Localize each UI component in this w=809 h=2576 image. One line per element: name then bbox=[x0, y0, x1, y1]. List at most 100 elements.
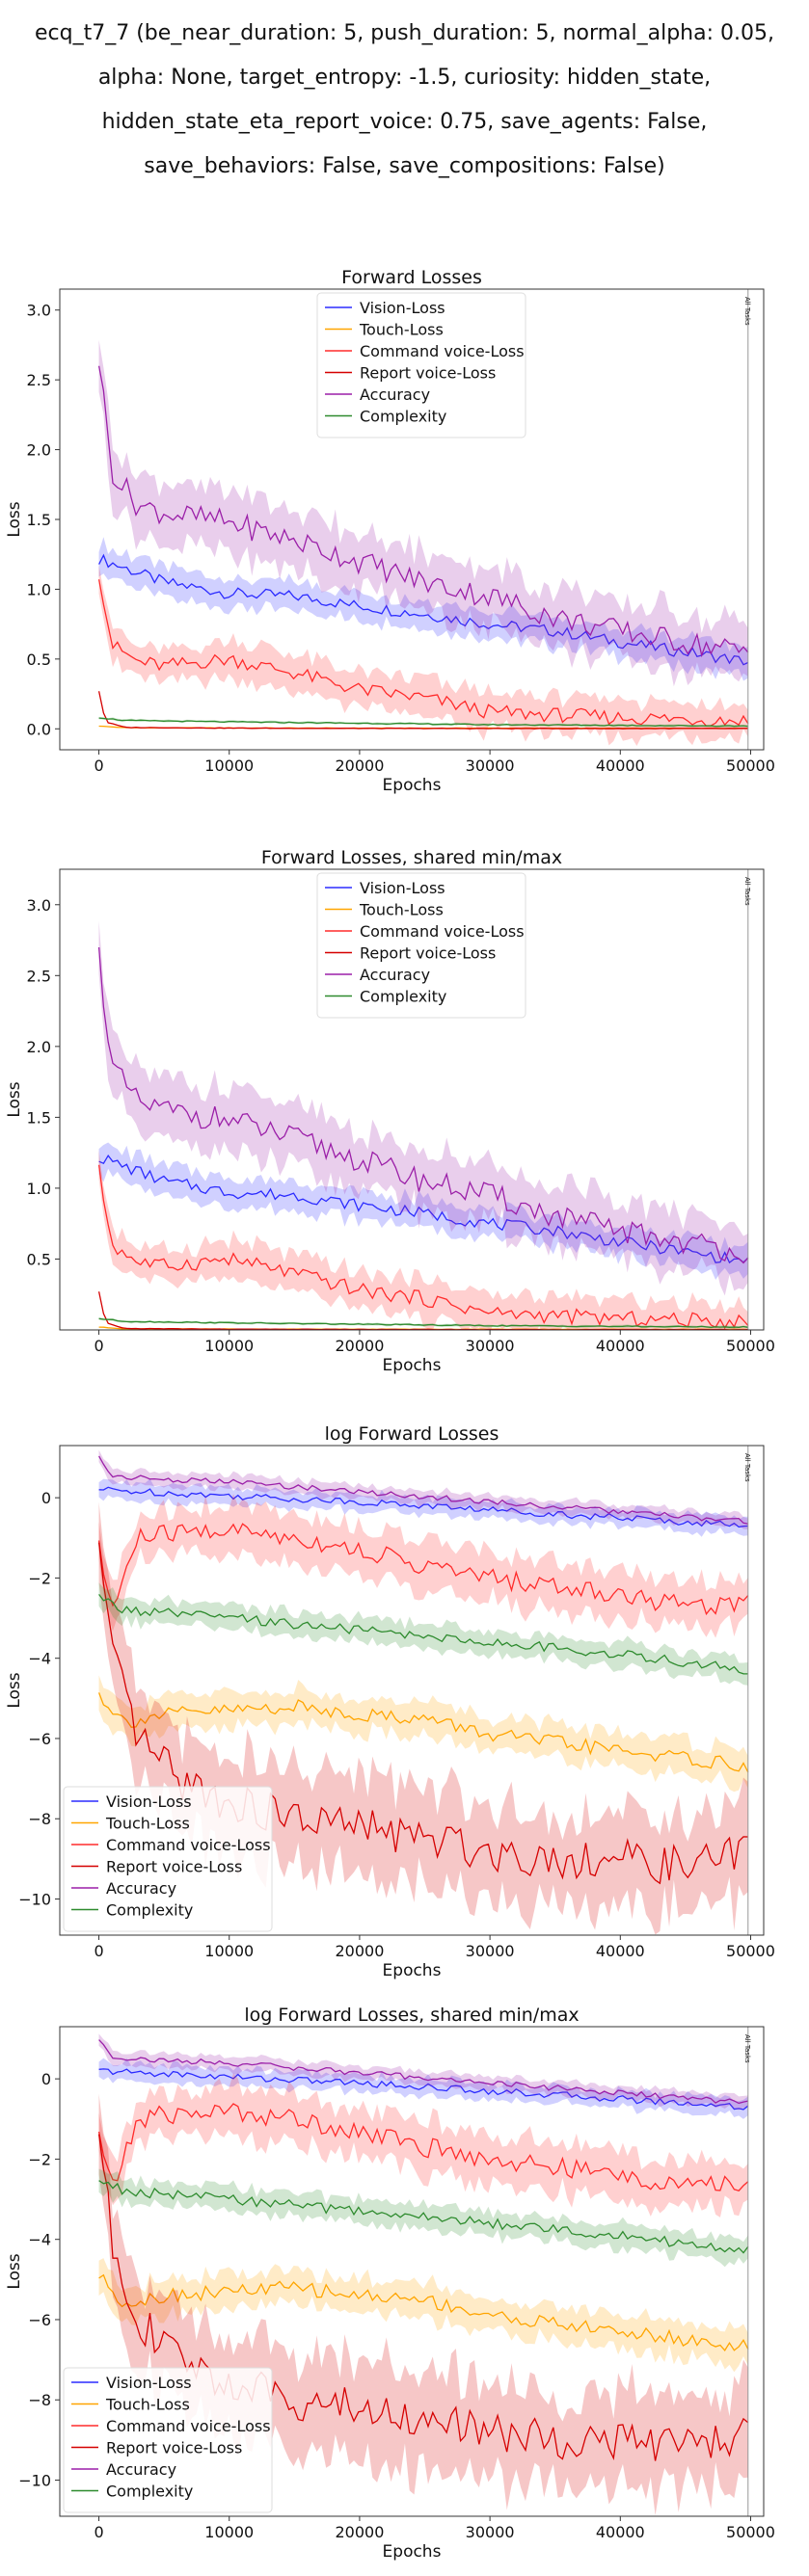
x-tick-label: 0 bbox=[94, 1337, 103, 1355]
axes-frame bbox=[59, 1445, 765, 1936]
y-tick-label: 2.0 bbox=[27, 441, 51, 460]
legend-label-touch-loss: Touch-Loss bbox=[105, 1815, 190, 1833]
legend-label-accuracy: Accuracy bbox=[106, 2460, 176, 2479]
figure-title: ecq_t7_7 (be_near_duration: 5, push_dura… bbox=[0, 0, 809, 199]
series-line-command-voice-loss bbox=[97, 1523, 749, 1616]
y-axis-label: Loss bbox=[5, 501, 24, 537]
x-tick-label: 50000 bbox=[726, 1942, 775, 1960]
legend-label-complexity: Complexity bbox=[360, 408, 446, 426]
x-tick-label: 50000 bbox=[726, 1337, 775, 1355]
series-band-complexity bbox=[98, 2168, 748, 2268]
y-tick-label: 0.5 bbox=[27, 1250, 51, 1268]
legend-box bbox=[316, 872, 526, 1019]
x-tick-label: 20000 bbox=[335, 2523, 384, 2541]
y-tick-label: 1.5 bbox=[27, 511, 51, 529]
series-line-report-voice-loss bbox=[97, 2134, 749, 2461]
plot-area bbox=[97, 920, 749, 1330]
x-tick-label: 40000 bbox=[596, 757, 645, 775]
y-tick-label: −4 bbox=[28, 2231, 51, 2249]
x-axis-label: Epochs bbox=[383, 1961, 442, 1980]
series-line-vision-loss bbox=[98, 1486, 748, 1528]
y-tick-label: 0 bbox=[41, 2070, 51, 2088]
task-marker-label: All Tasks bbox=[743, 2034, 751, 2063]
legend-label-complexity: Complexity bbox=[106, 2483, 193, 2501]
x-tick-label: 40000 bbox=[596, 1942, 645, 1960]
y-tick-label: 0.5 bbox=[27, 651, 51, 669]
series-line-vision-loss bbox=[98, 553, 749, 666]
x-tick-label: 0 bbox=[94, 757, 103, 775]
x-axis-label: Epochs bbox=[383, 2542, 442, 2562]
y-axis-label: Loss bbox=[5, 1081, 24, 1117]
figure-title-line: alpha: None, target_entropy: -1.5, curio… bbox=[97, 66, 712, 90]
task-marker-label: All Tasks bbox=[743, 877, 751, 906]
series-line-accuracy bbox=[98, 1455, 748, 1525]
x-tick-label: 30000 bbox=[466, 2523, 515, 2541]
series-band-command-voice-loss bbox=[98, 565, 748, 747]
legend-label-command-voice-loss: Command voice-Loss bbox=[360, 342, 525, 360]
y-tick-label: 3.0 bbox=[27, 302, 51, 320]
legend-label-touch-loss: Touch-Loss bbox=[105, 2396, 190, 2414]
y-tick-label: −6 bbox=[28, 1730, 51, 1748]
x-tick-label: 20000 bbox=[335, 1337, 384, 1355]
legend: Vision-Loss Touch-Loss Command voice-Loss R… bbox=[63, 1786, 273, 1932]
y-tick-label: 3.0 bbox=[27, 896, 51, 915]
legend-label-command-voice-loss: Command voice-Loss bbox=[106, 1836, 271, 1854]
legend-label-command-voice-loss: Command voice-Loss bbox=[106, 2417, 271, 2435]
chart-log-forward-losses-shared: log Forward Losses, shared min/max All Ta… bbox=[5, 2007, 775, 2562]
x-tick-label: 20000 bbox=[335, 1942, 384, 1960]
x-tick-label: 40000 bbox=[596, 2523, 645, 2541]
legend-label-accuracy: Accuracy bbox=[360, 385, 430, 404]
axes-frame bbox=[59, 868, 765, 1331]
chart-title: log Forward Losses, shared min/max bbox=[244, 2007, 579, 2026]
y-tick-label: −4 bbox=[28, 1650, 51, 1668]
series-line-touch-loss bbox=[97, 1692, 749, 1773]
y-axis-label: Loss bbox=[5, 2253, 24, 2289]
x-tick-label: 10000 bbox=[204, 2523, 254, 2541]
series-line-report-voice-loss bbox=[97, 691, 748, 730]
y-tick-label: −6 bbox=[28, 2311, 51, 2329]
series-band-accuracy bbox=[98, 920, 748, 1296]
series-band-complexity bbox=[98, 1582, 748, 1686]
legend: Vision-Loss Touch-Loss Command voice-Loss R… bbox=[316, 292, 526, 438]
legend-label-vision-loss: Vision-Loss bbox=[106, 2374, 192, 2392]
legend-label-accuracy: Accuracy bbox=[360, 966, 430, 984]
series-line-complexity bbox=[98, 717, 748, 728]
series-band-vision-loss bbox=[98, 537, 748, 681]
legend-box bbox=[63, 1786, 273, 1932]
series-line-command-voice-loss bbox=[97, 2103, 749, 2191]
x-tick-label: 20000 bbox=[335, 757, 384, 775]
chart-forward-losses: Forward Losses All Tasks 0 10000 20000 30000 4… bbox=[5, 270, 775, 795]
series-band-vision-loss bbox=[98, 2058, 748, 2119]
legend-label-report-voice-loss: Report voice-Loss bbox=[360, 944, 496, 963]
task-marker-label: All Tasks bbox=[743, 297, 751, 326]
figure-title-line: hidden_state_eta_report_voice: 0.75, sav… bbox=[101, 110, 708, 134]
series-band-vision-loss bbox=[98, 1478, 748, 1537]
series-band-command-voice-loss bbox=[98, 2073, 748, 2217]
figure-title-line: ecq_t7_7 (be_near_duration: 5, push_dura… bbox=[35, 21, 774, 45]
y-tick-label: 1.0 bbox=[27, 580, 51, 598]
y-tick-label: −2 bbox=[28, 1569, 51, 1587]
series-line-command-voice-loss bbox=[97, 1164, 749, 1330]
legend-label-vision-loss: Vision-Loss bbox=[360, 879, 445, 897]
legend-label-report-voice-loss: Report voice-Loss bbox=[106, 2439, 242, 2457]
series-line-accuracy bbox=[97, 946, 749, 1264]
x-axis-label: Epochs bbox=[383, 776, 442, 795]
x-tick-label: 50000 bbox=[726, 757, 775, 775]
y-tick-label: 1.0 bbox=[27, 1180, 51, 1198]
legend-label-command-voice-loss: Command voice-Loss bbox=[360, 922, 525, 941]
legend-label-touch-loss: Touch-Loss bbox=[359, 321, 444, 339]
x-tick-label: 30000 bbox=[466, 1337, 515, 1355]
y-tick-label: −10 bbox=[18, 1891, 51, 1909]
y-tick-label: 0.0 bbox=[27, 720, 51, 738]
y-axis-label: Loss bbox=[5, 1672, 24, 1708]
series-line-touch-loss bbox=[98, 2273, 749, 2351]
legend-box bbox=[316, 292, 526, 438]
series-line-vision-loss bbox=[98, 2068, 749, 2111]
chart-log-forward-losses: log Forward Losses All Tasks 0 10000 20000 30… bbox=[5, 1426, 775, 1980]
series-line-accuracy bbox=[97, 365, 749, 658]
series-line-complexity bbox=[98, 1317, 748, 1329]
x-tick-label: 0 bbox=[94, 1942, 103, 1960]
legend-label-accuracy: Accuracy bbox=[106, 1879, 176, 1898]
task-marker-label: All Tasks bbox=[743, 1453, 751, 1482]
legend: Vision-Loss Touch-Loss Command voice-Loss R… bbox=[63, 2367, 273, 2513]
